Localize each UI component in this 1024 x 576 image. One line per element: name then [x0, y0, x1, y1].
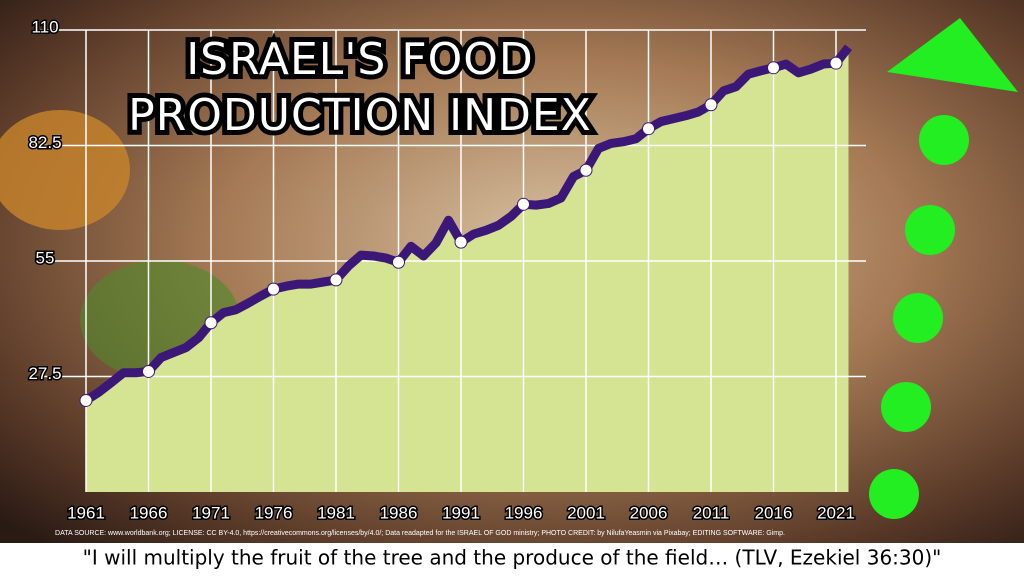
point — [267, 282, 280, 296]
point — [79, 393, 93, 407]
x-tick-label: 2006 — [630, 503, 668, 522]
area — [86, 47, 849, 492]
point — [642, 122, 655, 136]
y-tick-label: 110 — [31, 17, 58, 36]
x-tick-label: 1986 — [380, 503, 418, 522]
point — [142, 364, 155, 378]
x-tick-label: 1971 — [192, 503, 230, 522]
x-tick-label: 2016 — [755, 503, 793, 522]
arrow-dot — [905, 205, 955, 255]
x-tick-label: 2021 — [817, 503, 855, 522]
y-tick-label: 82.5 — [28, 133, 61, 152]
x-tick-label: 1966 — [130, 503, 168, 522]
x-tick-label: 1981 — [317, 503, 355, 522]
point — [579, 163, 593, 177]
quote-strip — [0, 543, 1024, 576]
point — [204, 316, 218, 330]
y-tick-label: 27.5 — [28, 364, 61, 383]
source-note: DATA SOURCE: www.worldbank.org; LICENSE:… — [55, 530, 785, 537]
arrow-dot — [869, 469, 919, 519]
point — [829, 56, 843, 70]
x-tick-label: 2001 — [567, 503, 605, 522]
arrow-dot — [881, 382, 931, 432]
point — [329, 273, 343, 287]
x-tick-label: 1961 — [67, 503, 105, 522]
chart-title: PRODUCTION INDEX — [128, 90, 592, 141]
x-tick-label: 2011 — [693, 503, 730, 522]
quote: "I will multiply the fruit of the tree a… — [83, 546, 942, 570]
point — [454, 235, 468, 249]
point — [517, 197, 530, 211]
background-bowl — [0, 110, 130, 230]
point — [392, 255, 405, 269]
x-tick-label: 1996 — [505, 503, 543, 522]
point — [767, 61, 780, 75]
arrow-dot — [893, 293, 943, 343]
chart-title: ISRAEL'S FOOD — [186, 34, 534, 85]
arrow-head — [887, 18, 1018, 92]
x-tick-label: 1991 — [442, 503, 480, 522]
point — [704, 98, 718, 112]
x-tick-label: 1976 — [255, 503, 293, 522]
y-tick-label: 55 — [36, 248, 55, 267]
arrow-dot — [919, 115, 969, 165]
